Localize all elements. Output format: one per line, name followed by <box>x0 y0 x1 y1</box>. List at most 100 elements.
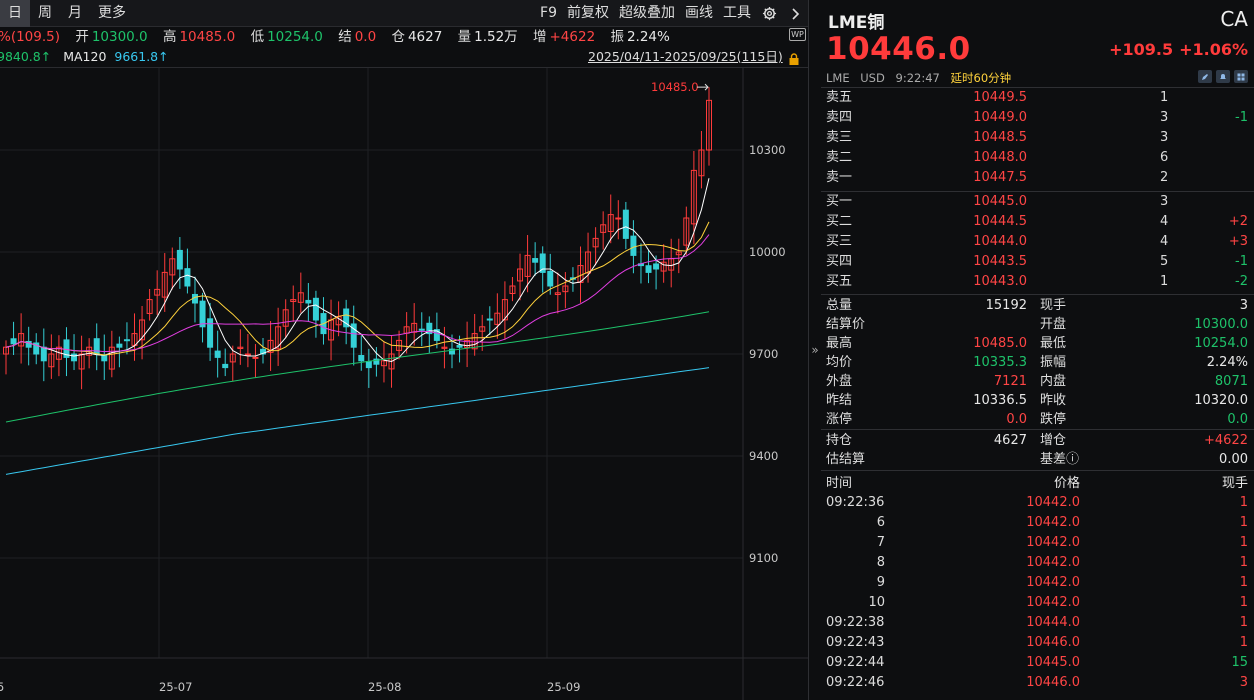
stat-label: 跌停 <box>1040 412 1067 427</box>
candle-down <box>653 263 660 270</box>
stat-value: 8071 <box>1214 374 1248 389</box>
collapse-arrow-icon[interactable]: » <box>811 343 819 357</box>
tick-header: 时间 价格 现手 <box>821 474 1254 494</box>
oi-change-value: +4622 <box>549 29 596 45</box>
candle-down <box>63 339 70 358</box>
asks-change: -1 <box>1235 110 1248 125</box>
period-tab-1[interactable]: 周 <box>38 5 52 21</box>
candle-up <box>380 360 387 367</box>
candle-up <box>706 99 712 151</box>
wp-icon[interactable]: WP <box>789 28 806 41</box>
stat-label: 估结算 <box>826 452 866 467</box>
tick-time: 09:22:46 <box>826 675 885 690</box>
candle-up <box>554 292 561 295</box>
tick-price: 10442.0 <box>1026 535 1080 550</box>
candle-up <box>154 288 161 296</box>
candle-up <box>464 339 471 348</box>
asks-label: 卖四 <box>826 110 853 125</box>
tick-time: 09:22:43 <box>826 635 885 650</box>
candle-up <box>479 326 486 332</box>
bids-change: +2 <box>1228 214 1248 229</box>
stat-value: 0.00 <box>1219 452 1248 467</box>
settle-label: 结 <box>338 29 352 45</box>
tool-button-4[interactable]: 工具 <box>723 5 751 21</box>
candle-down <box>123 339 130 342</box>
ma-legend-row: 9840.8↑ MA120 9661.8↑ 2025/04/11-2025/09… <box>0 47 808 67</box>
tick-volume: 15 <box>1231 655 1248 670</box>
tick-price: 10442.0 <box>1026 575 1080 590</box>
tool-buttons: F9 前复权 超级叠加 画线 工具 <box>535 0 756 27</box>
stat-row: 总量 15192 现手 3 <box>821 296 1254 316</box>
change-percent: +1.06% <box>1179 40 1248 59</box>
period-tabs: 日周月更多 <box>0 0 134 27</box>
tool-button-2[interactable]: 超级叠加 <box>619 5 675 21</box>
candle-up <box>161 271 168 298</box>
tick-row: 7 10442.0 1 <box>821 533 1254 553</box>
stat-value: 0.0 <box>1006 412 1027 427</box>
tool-button-0[interactable]: F9 <box>540 5 557 21</box>
kline-svg[interactable]: 10300 10000 9700 9400 9100 25-07 25-08 25-09 5 10… <box>0 68 808 700</box>
candle-up <box>501 299 508 321</box>
candle-up <box>18 333 25 347</box>
candle-up <box>244 353 251 356</box>
volume-label: 量 <box>457 29 472 45</box>
bids-label: 买四 <box>826 254 853 269</box>
bids-price: 10444.0 <box>973 234 1027 249</box>
period-tab-2[interactable]: 月 <box>68 5 82 21</box>
tool-button-3[interactable]: 画线 <box>685 5 713 21</box>
candle-up <box>660 261 667 272</box>
stat-value: 10254.0 <box>1194 336 1248 351</box>
currency-label: USD <box>860 71 885 85</box>
candle-down <box>645 265 652 273</box>
bids-row: 买五 10443.0 1 -2 <box>821 272 1254 292</box>
chevron-right-icon[interactable] <box>782 0 808 27</box>
stat-row: 结算价 开盘 10300.0 <box>821 315 1254 335</box>
ma120-value: 9661.8↑ <box>114 49 169 64</box>
stat-value: 10485.0 <box>973 336 1027 351</box>
bell-icon[interactable] <box>1216 70 1230 83</box>
stat-value: 4627 <box>993 433 1027 448</box>
candle-down <box>25 340 32 348</box>
stats-divider <box>821 429 1254 430</box>
edit-icon[interactable] <box>1198 70 1212 83</box>
lock-icon[interactable] <box>788 51 800 65</box>
candle-down <box>433 329 440 341</box>
stat-value: 10300.0 <box>1194 317 1248 332</box>
x-tick-label: 5 <box>0 680 4 694</box>
instrument-name: LME铜 <box>828 13 885 33</box>
candle-down <box>222 363 229 369</box>
amplitude-label: 振 <box>610 29 624 45</box>
bids-volume: 3 <box>1160 194 1169 209</box>
asks-label: 卖五 <box>826 90 853 105</box>
tick-volume: 1 <box>1239 615 1248 630</box>
tick-price: 10445.0 <box>1026 655 1080 670</box>
open-label: 开 <box>75 29 89 45</box>
kline-chart[interactable]: 10300 10000 9700 9400 9100 25-07 25-08 25-09 5 10… <box>0 67 808 700</box>
gear-icon[interactable] <box>756 0 782 27</box>
exchange-label: LME <box>826 71 850 85</box>
panel-splitter[interactable]: » <box>808 0 821 700</box>
candle-down <box>373 358 380 365</box>
candle-down <box>33 342 40 355</box>
asks-price: 10449.0 <box>973 110 1027 125</box>
asks-row: 卖一 10447.5 2 <box>821 168 1254 188</box>
candle-up <box>78 353 85 370</box>
stat-value: +4622 <box>1204 433 1248 448</box>
bids-label: 买三 <box>826 234 853 249</box>
tick-price: 10446.0 <box>1026 675 1080 690</box>
candle-up <box>509 285 516 294</box>
stat-label: 增仓 <box>1040 433 1067 448</box>
candle-up <box>441 346 448 349</box>
volume-value: 1.52万 <box>474 29 518 45</box>
period-tab-3[interactable]: 更多 <box>98 5 126 21</box>
tick-price: 10446.0 <box>1026 635 1080 650</box>
period-tab-0[interactable]: 日 <box>0 0 30 27</box>
y-tick-label: 10000 <box>749 245 786 259</box>
tick-header-volume: 现手 <box>1221 476 1248 491</box>
tool-button-1[interactable]: 前复权 <box>567 5 609 21</box>
candle-down <box>260 348 267 355</box>
grid-icon[interactable] <box>1234 70 1248 83</box>
tick-volume: 1 <box>1239 635 1248 650</box>
candle-down <box>10 338 17 345</box>
date-range-link[interactable]: 2025/04/11-2025/09/25(115日) <box>588 49 783 64</box>
